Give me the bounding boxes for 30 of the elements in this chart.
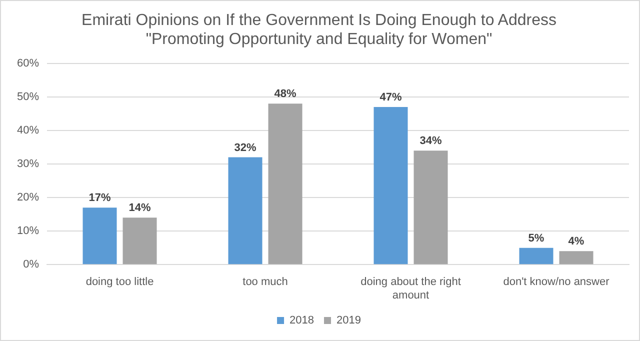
bar [82,208,117,264]
y-tick-label: 30% [16,158,40,170]
legend-label: 2018 [290,314,314,327]
bar [519,248,554,264]
bar [414,150,448,264]
x-tick-label: doing about the right amount [360,276,461,302]
y-tick-label: 0% [23,258,40,271]
y-tick-label: 40% [16,124,40,136]
y-tick-label: 60% [16,57,40,70]
data-label: 48% [274,88,296,100]
bar [559,251,594,264]
data-label: 4% [568,236,584,248]
bar [268,104,302,264]
y-tick-label: 10% [16,225,40,238]
x-tick-label: don't know/no answer [503,276,610,288]
y-tick-label: 50% [16,90,40,103]
x-tick-label: doing too little [86,276,154,288]
bar [122,218,157,264]
bar [228,157,262,264]
data-label: 5% [528,232,544,244]
data-label: 34% [420,135,442,148]
data-label: 17% [88,192,111,204]
x-tick-label: too much [242,276,288,288]
data-label: 47% [380,92,402,104]
data-label: 14% [128,202,151,214]
data-label: 32% [234,142,256,154]
legend-label: 2019 [336,314,361,327]
y-tick-label: 20% [16,192,40,204]
chart-title: Emirati Opinions on If the Government Is Doing Enough to Address "Promoting Opportunity and Equality for Women" [82,12,556,48]
bar [374,106,408,264]
